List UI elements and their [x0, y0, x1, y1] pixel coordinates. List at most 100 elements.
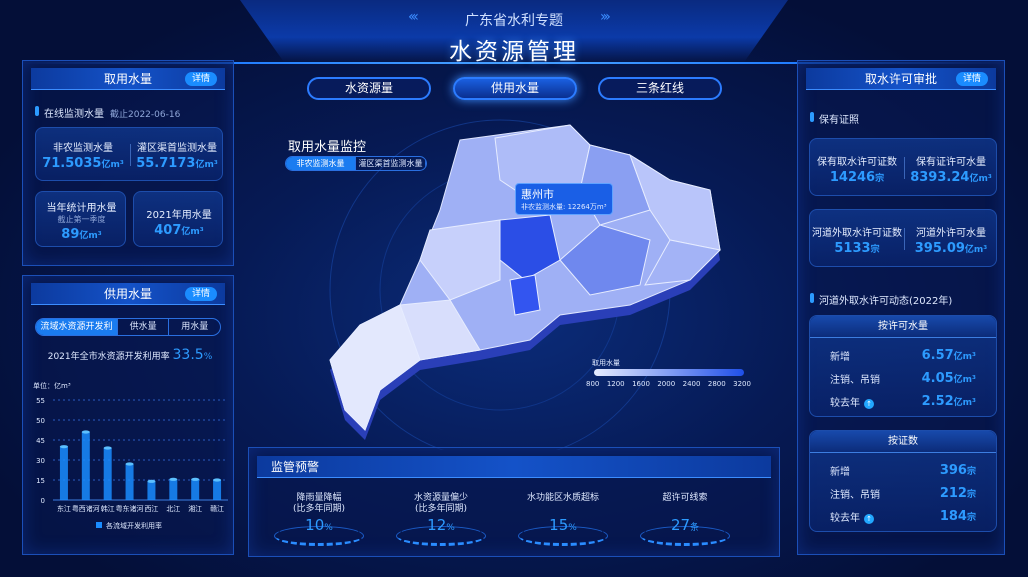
- details-button[interactable]: 详情: [184, 287, 217, 301]
- tab-water-supply[interactable]: 供用水量: [453, 77, 577, 100]
- toggle-non-agri[interactable]: 非农监测水量: [286, 157, 356, 170]
- map-region-zhanjiang[interactable]: [329, 304, 421, 431]
- row-label: 新增: [830, 467, 850, 478]
- map-region-shantou[interactable]: [644, 239, 722, 286]
- warning-item: 超许可线索 27条: [635, 493, 735, 546]
- y-tick-label: 55: [36, 397, 45, 405]
- row-value: 184: [939, 509, 967, 524]
- tab-water-resources[interactable]: 水资源量: [307, 77, 431, 100]
- bar[interactable]: [213, 480, 222, 500]
- y-tick-label: 15: [36, 477, 45, 485]
- divider: [904, 157, 905, 179]
- map-region-zhaoqing[interactable]: [419, 219, 501, 301]
- warning-label: 水功能区水质超标: [526, 493, 599, 503]
- bar-cap: [169, 477, 178, 481]
- tooltip-label: 非农监测水量:: [521, 203, 566, 211]
- bar[interactable]: [147, 481, 156, 500]
- y-tick-label: 30: [36, 457, 45, 465]
- section-permit-dynamics: 河道外取水许可动态(2022年): [810, 292, 952, 307]
- stat-unit: 亿m³: [79, 231, 102, 241]
- details-button[interactable]: 详情: [184, 72, 217, 86]
- legend-tick: 2000: [657, 380, 676, 388]
- bar[interactable]: [169, 479, 178, 500]
- bar-cap: [125, 462, 134, 466]
- toggle-irrigation[interactable]: 灌区渠首监测水量: [356, 157, 426, 170]
- row-label: 注销、吊销: [830, 490, 880, 501]
- legend-tick: 800: [586, 380, 600, 388]
- ring-decoration: [274, 526, 364, 546]
- map-legend-title: 取用水量: [592, 359, 620, 367]
- tab-supply[interactable]: 供水量: [118, 319, 170, 335]
- warning-label: 超许可线索: [662, 493, 708, 503]
- row-unit: 宗: [966, 490, 976, 500]
- rate-unit: %: [203, 352, 213, 362]
- warning-unit: %: [446, 523, 455, 533]
- tab-basin-development[interactable]: 流域水资源开发利用: [36, 319, 118, 335]
- bar-cap: [213, 478, 222, 482]
- rate-value: 33.5: [172, 347, 204, 363]
- tooltip-unit: 万m³: [589, 203, 607, 211]
- details-button[interactable]: 详情: [955, 72, 988, 86]
- section-title: 在线监测水量: [44, 109, 104, 120]
- bar[interactable]: [103, 448, 112, 500]
- stat-label: 2021年用水量: [146, 210, 212, 221]
- bar-cap: [147, 479, 156, 483]
- map-region-huizhou[interactable]: [559, 224, 651, 296]
- warning-item: 降雨量降幅 (比多年同期) 10%: [269, 493, 369, 546]
- stat-value: 8393.24: [910, 170, 970, 185]
- warning-sublabel: [513, 504, 613, 515]
- divider: [130, 144, 131, 166]
- card-by-volume: 按许可水量 新增 6.57亿m³ 注销、吊销 4.05亿m³ 较去年 ↑ 2.52亿m³: [809, 315, 997, 417]
- stat-label: 当年统计用水量: [46, 203, 117, 214]
- panel-header: 取用水量 详情: [31, 68, 225, 90]
- x-tick-label: 粤西诸河: [72, 504, 100, 513]
- bar[interactable]: [125, 464, 134, 500]
- chevron-right-icon: ›››: [600, 9, 611, 25]
- map-region-foshan[interactable]: [509, 274, 541, 316]
- x-tick-label: 北江: [166, 505, 180, 513]
- warning-unit: %: [324, 523, 333, 533]
- warning-label: 水资源量偏少: [413, 493, 468, 503]
- row-label: 新增: [830, 352, 850, 363]
- header-subtitle: 广东省水利专题: [465, 13, 563, 29]
- panel-header: 监管预警: [257, 456, 771, 478]
- warning-unit: %: [568, 523, 577, 533]
- card-by-count: 按证数 新增 396宗 注销、吊销 212宗 较去年 ↑ 184宗: [809, 430, 997, 532]
- stat-value: 71.5035: [42, 156, 102, 171]
- legend-tick: 1200: [606, 380, 625, 388]
- tooltip-city: 惠州市: [521, 188, 554, 201]
- warning-value: 10: [305, 516, 325, 534]
- bar[interactable]: [59, 446, 68, 500]
- section-date: 截止2022-06-16: [110, 110, 181, 120]
- row-value: 396: [939, 463, 967, 478]
- stat-label: 河道外取水许可证数: [812, 228, 902, 239]
- legend-swatch: [96, 522, 102, 528]
- basin-bar-chart: 0 15 30 45 50 55 东江 粤西诸河 韩江 粤东诸河 西江 北江 湘江 赣江: [36, 397, 228, 513]
- bar[interactable]: [191, 479, 200, 500]
- permit-row: 新增 6.57亿m³: [830, 348, 976, 363]
- tab-red-lines[interactable]: 三条红线: [598, 77, 722, 100]
- panel-title: 取水许可审批: [864, 72, 937, 86]
- row-label: 较去年: [830, 513, 860, 524]
- permit-row: 较去年 ↑ 184宗: [830, 509, 976, 524]
- row-value: 212: [939, 486, 967, 501]
- row-unit: 宗: [966, 467, 976, 477]
- guangdong-map: [329, 119, 722, 450]
- header-bar: [240, 0, 788, 62]
- y-tick-label: 45: [36, 437, 45, 445]
- bar[interactable]: [81, 432, 90, 500]
- stat-unit: 宗: [875, 174, 885, 184]
- stat-unit: 亿m³: [181, 227, 204, 237]
- permit-row: 较去年 ↑ 2.52亿m³: [830, 394, 976, 409]
- panel-title: 取用水量: [103, 72, 152, 86]
- chart-ylabel: 单位：亿m³: [33, 382, 71, 390]
- utilization-rate: 2021年全市水资源开发利用率 33.5%: [35, 347, 225, 363]
- warning-value: 12: [427, 516, 447, 534]
- card-annual-stat: 当年统计用水量 截止第一季度 89亿m³: [35, 191, 126, 247]
- stat-label: 保有证许可水量: [916, 157, 986, 168]
- map-tooltip: 惠州市 非农监测水量: 12264万m³: [515, 183, 613, 215]
- x-tick-label: 西江: [144, 505, 158, 513]
- warning-sublabel: [635, 504, 735, 515]
- stat-label: 非农监测水量: [53, 143, 113, 154]
- tab-usage[interactable]: 用水量: [181, 322, 209, 332]
